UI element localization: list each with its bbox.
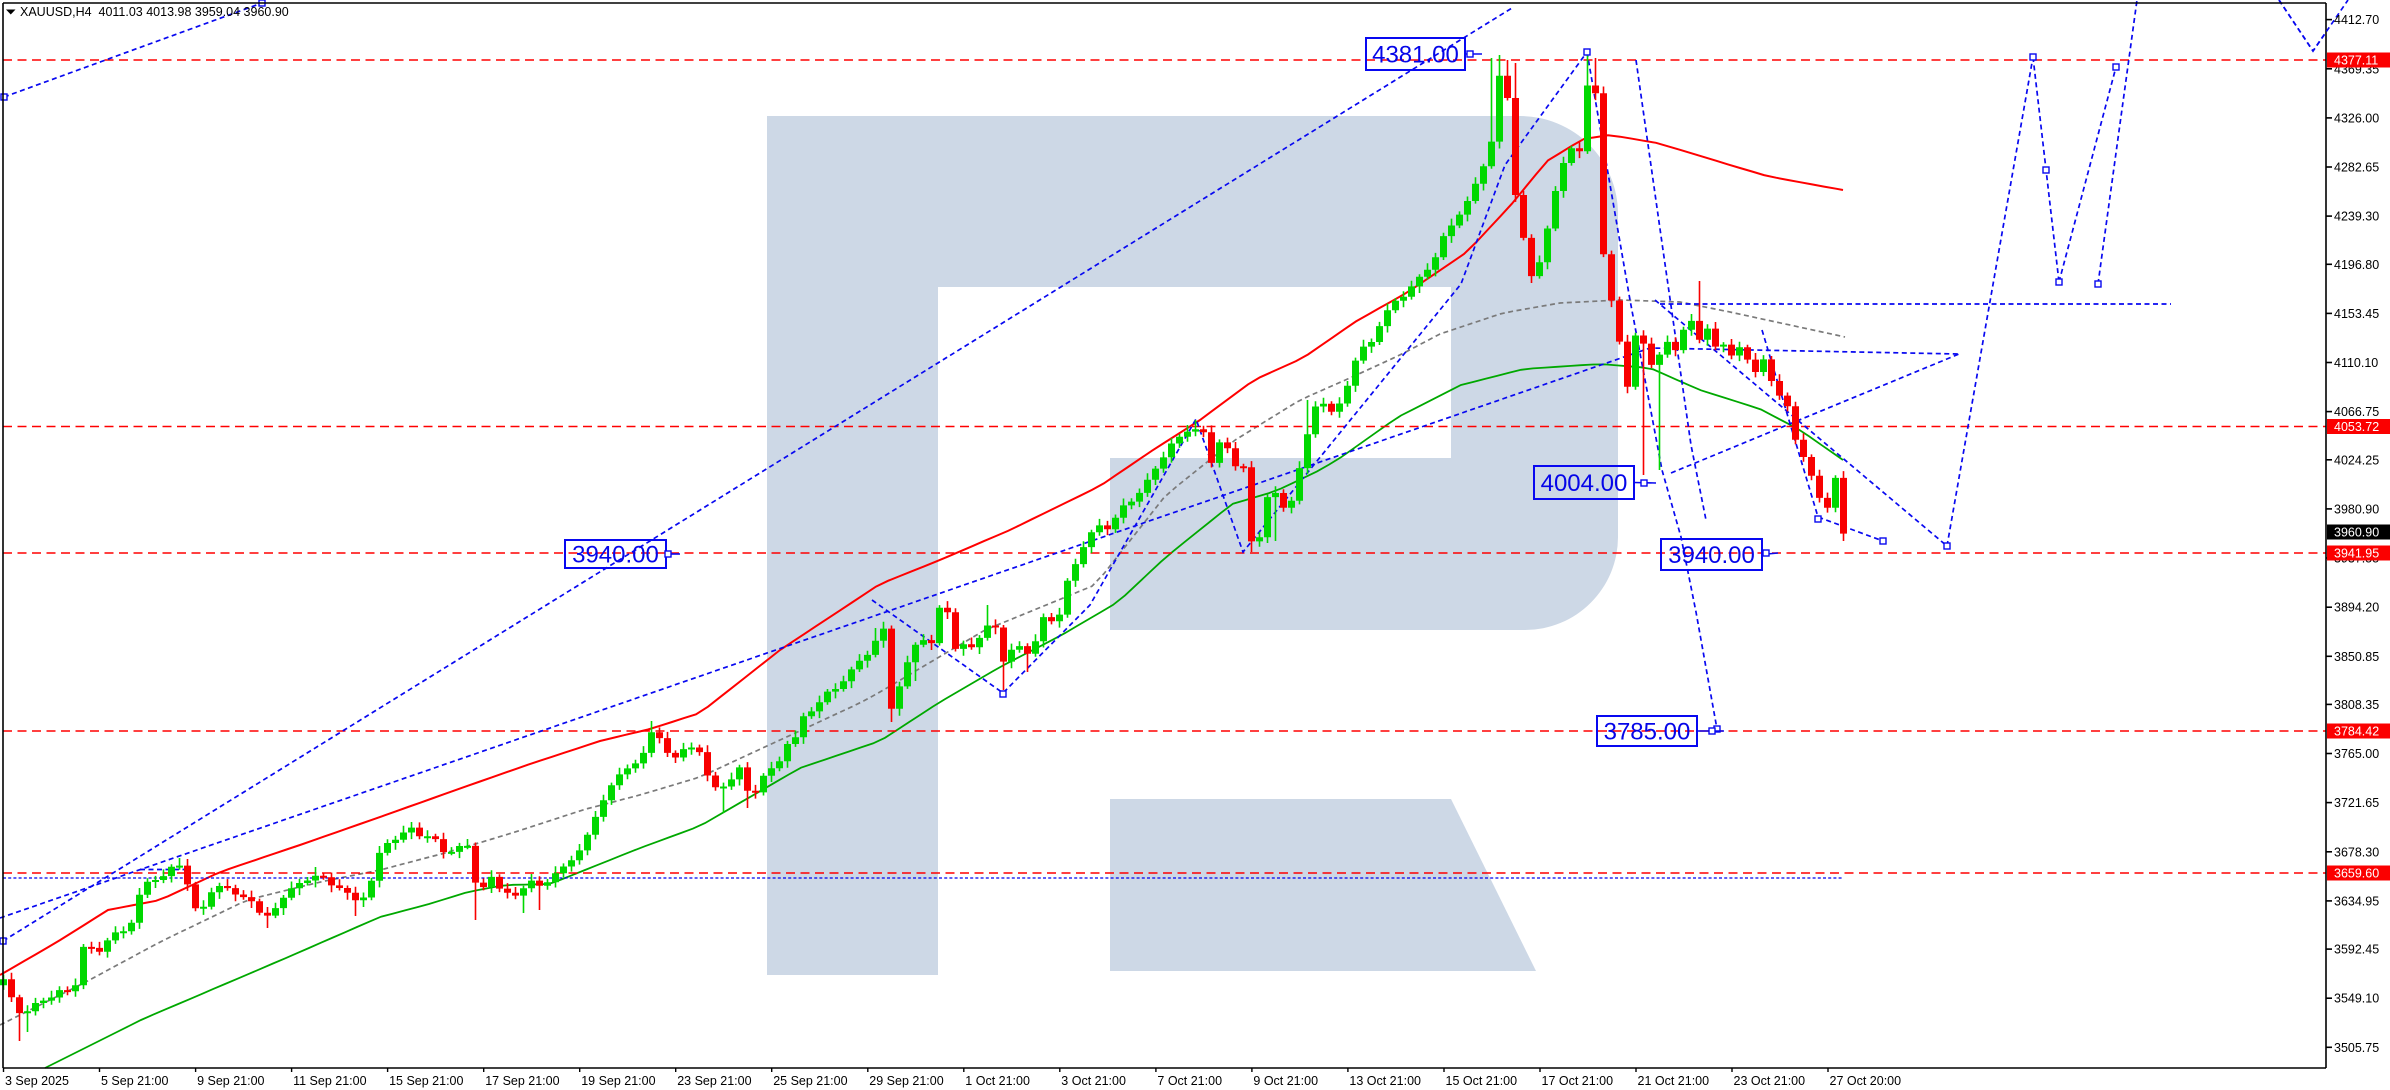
svg-text:3 Sep 2025: 3 Sep 2025 [5,1074,69,1088]
svg-text:3940.00: 3940.00 [1668,542,1755,569]
svg-text:3940.00: 3940.00 [572,542,659,569]
svg-text:21 Oct 21:00: 21 Oct 21:00 [1638,1074,1710,1088]
svg-text:4196.80: 4196.80 [2334,258,2379,272]
svg-text:17 Oct 21:00: 17 Oct 21:00 [1542,1074,1614,1088]
svg-text:17 Sep 21:00: 17 Sep 21:00 [485,1074,559,1088]
svg-text:4282.65: 4282.65 [2334,161,2379,175]
svg-text:7 Oct 21:00: 7 Oct 21:00 [1157,1074,1222,1088]
svg-text:3980.90: 3980.90 [2334,502,2379,516]
svg-text:3785.00: 3785.00 [1604,719,1691,746]
svg-text:3784.42: 3784.42 [2334,725,2379,739]
svg-text:4004.00: 4004.00 [1541,470,1628,497]
svg-text:15 Sep 21:00: 15 Sep 21:00 [389,1074,463,1088]
svg-text:3505.75: 3505.75 [2334,1041,2379,1055]
svg-text:23 Sep 21:00: 23 Sep 21:00 [677,1074,751,1088]
svg-text:15 Oct 21:00: 15 Oct 21:00 [1446,1074,1518,1088]
svg-text:1 Oct 21:00: 1 Oct 21:00 [965,1074,1030,1088]
svg-text:4153.45: 4153.45 [2334,307,2379,321]
svg-text:27 Oct 20:00: 27 Oct 20:00 [1830,1074,1902,1088]
svg-text:13 Oct 21:00: 13 Oct 21:00 [1349,1074,1421,1088]
svg-text:25 Sep 21:00: 25 Sep 21:00 [773,1074,847,1088]
svg-text:3894.20: 3894.20 [2334,601,2379,615]
svg-text:5 Sep 21:00: 5 Sep 21:00 [101,1074,168,1088]
svg-text:3941.95: 3941.95 [2334,547,2379,561]
svg-text:9 Oct 21:00: 9 Oct 21:00 [1253,1074,1318,1088]
svg-text:3659.60: 3659.60 [2334,867,2379,881]
svg-text:4326.00: 4326.00 [2334,111,2379,125]
svg-text:4381.00: 4381.00 [1372,42,1459,69]
svg-text:19 Sep 21:00: 19 Sep 21:00 [581,1074,655,1088]
svg-text:3678.30: 3678.30 [2334,845,2379,859]
svg-text:3634.95: 3634.95 [2334,894,2379,908]
svg-text:29 Sep 21:00: 29 Sep 21:00 [869,1074,943,1088]
svg-text:3765.00: 3765.00 [2334,747,2379,761]
svg-text:4239.30: 4239.30 [2334,210,2379,224]
svg-text:9 Sep 21:00: 9 Sep 21:00 [197,1074,264,1088]
svg-text:3592.45: 3592.45 [2334,943,2379,957]
svg-text:XAUUSD,H4 4011.03 4013.98 395: XAUUSD,H4 4011.03 4013.98 3959.04 3960.9… [20,5,289,19]
svg-text:4066.75: 4066.75 [2334,405,2379,419]
svg-text:11 Sep 21:00: 11 Sep 21:00 [293,1074,366,1088]
svg-text:3721.65: 3721.65 [2334,796,2379,810]
svg-text:4024.25: 4024.25 [2334,453,2379,467]
svg-text:4110.10: 4110.10 [2334,356,2378,370]
svg-text:3960.90: 3960.90 [2334,526,2379,540]
svg-text:3 Oct 21:00: 3 Oct 21:00 [1061,1074,1126,1088]
svg-text:3549.10: 3549.10 [2334,992,2379,1006]
svg-text:4377.11: 4377.11 [2334,54,2378,68]
svg-text:3808.35: 3808.35 [2334,698,2379,712]
svg-text:4412.70: 4412.70 [2334,13,2379,27]
svg-text:23 Oct 21:00: 23 Oct 21:00 [1734,1074,1806,1088]
svg-text:3850.85: 3850.85 [2334,650,2379,664]
svg-text:4053.72: 4053.72 [2334,420,2379,434]
